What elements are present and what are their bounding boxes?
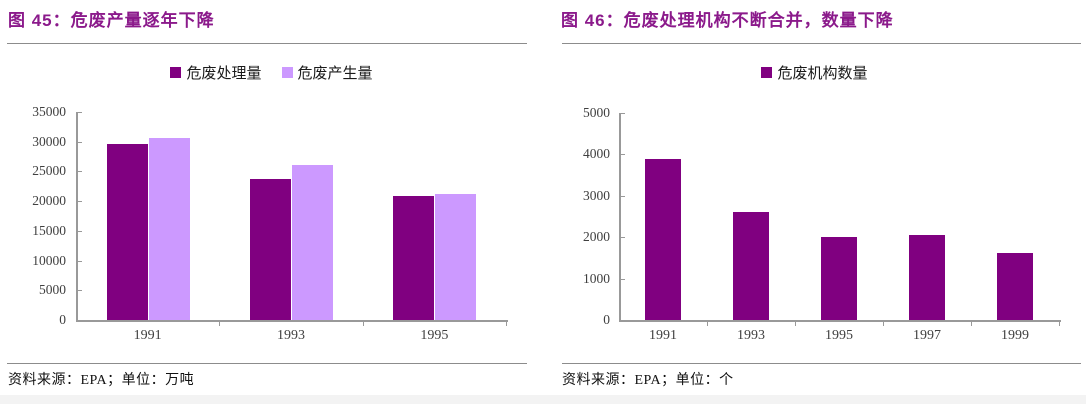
title-divider xyxy=(7,43,527,44)
y-axis-tick xyxy=(621,195,625,197)
y-axis-tick-label: 1000 xyxy=(583,270,610,286)
title-divider xyxy=(562,43,1081,44)
figure-45-bar-chart: 0 5000 10000 15000 20000 25000 30000 35000 1991 1… xyxy=(32,104,508,343)
figure-45-panel: 图 45：危废产量逐年下降 危废处理量 危废产生量 0 5000 10000 15000… xyxy=(0,11,543,388)
figure-46-panel: 图 46：危废处理机构不断合并，数量下降 危废机构数量 0 1000 2000 300… xyxy=(543,0,1086,404)
y-axis-tick xyxy=(621,237,625,239)
legend-label: 危废机构数量 xyxy=(777,66,868,82)
chart-bar xyxy=(148,138,190,320)
y-axis-tick-label: 0 xyxy=(603,312,610,327)
figure-45-legend: 危废处理量 危废产生量 xyxy=(0,62,543,83)
figure-46-title: 图 46：危废处理机构不断合并，数量下降 xyxy=(561,11,894,30)
legend-item: 危废产生量 xyxy=(281,62,373,83)
chart-bar xyxy=(106,144,148,320)
x-axis-line xyxy=(76,320,508,322)
y-axis-tick-label: 3000 xyxy=(583,187,610,203)
x-axis-category-label: 1993 xyxy=(277,328,305,343)
y-axis-tick xyxy=(78,171,82,173)
y-axis-tick-label: 4000 xyxy=(583,146,610,162)
x-axis-category-label: 1995 xyxy=(825,328,853,343)
legend-item: 危废处理量 xyxy=(170,62,262,83)
legend-swatch-icon xyxy=(170,67,182,78)
x-axis-category-label: 1991 xyxy=(649,328,677,343)
source-divider xyxy=(7,363,527,364)
figure-46-source-note: 资料来源：EPA；单位：个 xyxy=(562,373,734,388)
y-axis-tick-label: 10000 xyxy=(32,252,66,268)
chart-bar xyxy=(733,212,769,320)
y-axis-tick xyxy=(78,260,82,262)
y-axis-tick-label: 5000 xyxy=(583,105,610,120)
figure-45-source-note: 资料来源：EPA；单位：万吨 xyxy=(8,373,195,388)
legend-item: 危废机构数量 xyxy=(761,62,868,83)
figure-46-legend: 危废机构数量 xyxy=(543,62,1086,83)
x-axis-tick xyxy=(795,322,796,326)
legend-label: 危废处理量 xyxy=(186,66,262,82)
y-axis-tick xyxy=(621,154,625,156)
legend-swatch-icon xyxy=(761,67,773,78)
y-axis-tick-label: 15000 xyxy=(32,222,66,238)
legend-label: 危废产生量 xyxy=(297,66,373,82)
y-axis-tick xyxy=(621,113,625,114)
y-axis-tick xyxy=(78,201,82,203)
y-axis-tick xyxy=(78,141,82,143)
x-axis-tick xyxy=(883,322,884,326)
y-axis-tick-label: 5000 xyxy=(39,282,66,298)
x-axis-tick xyxy=(707,322,708,326)
chart-bar xyxy=(645,158,681,320)
page-bottom-band xyxy=(0,395,1086,404)
chart-bar xyxy=(292,165,333,320)
y-axis-tick xyxy=(78,290,82,292)
y-axis-tick xyxy=(78,112,82,113)
chart-bar xyxy=(393,196,435,320)
figure-45-title: 图 45：危废产量逐年下降 xyxy=(8,11,215,30)
x-axis-tick xyxy=(219,322,221,326)
chart-bar xyxy=(435,194,477,320)
chart-bar xyxy=(821,236,857,320)
y-axis-tick-label: 30000 xyxy=(32,133,66,149)
x-axis-line xyxy=(619,320,1061,322)
y-axis-tick-label: 35000 xyxy=(32,104,66,119)
y-axis-line xyxy=(76,112,78,322)
y-axis-line xyxy=(619,113,621,322)
source-divider xyxy=(562,363,1081,364)
legend-swatch-icon xyxy=(281,67,293,78)
x-axis-category-label: 1993 xyxy=(737,328,765,343)
x-axis-tick xyxy=(971,322,972,326)
x-axis-category-label: 1999 xyxy=(1001,328,1029,343)
chart-bar xyxy=(997,253,1033,320)
x-axis-category-label: 1995 xyxy=(420,328,449,343)
x-axis-tick xyxy=(1059,322,1060,326)
x-axis-tick xyxy=(362,322,364,326)
y-axis-tick xyxy=(621,278,625,280)
chart-bar xyxy=(250,179,291,320)
x-axis-category-label: 1997 xyxy=(913,328,941,343)
chart-bar xyxy=(909,235,945,320)
y-axis-tick-label: 2000 xyxy=(583,229,610,245)
y-axis-tick-label: 25000 xyxy=(32,163,66,179)
y-axis-tick-label: 0 xyxy=(59,312,66,327)
x-axis-category-label: 1991 xyxy=(133,328,162,343)
figure-46-bar-chart: 0 1000 2000 3000 4000 5000 1991 1993 1995 1997 199… xyxy=(543,0,1086,404)
x-axis-tick xyxy=(506,322,507,326)
y-axis-tick-label: 20000 xyxy=(32,193,66,209)
y-axis-tick xyxy=(78,230,82,232)
